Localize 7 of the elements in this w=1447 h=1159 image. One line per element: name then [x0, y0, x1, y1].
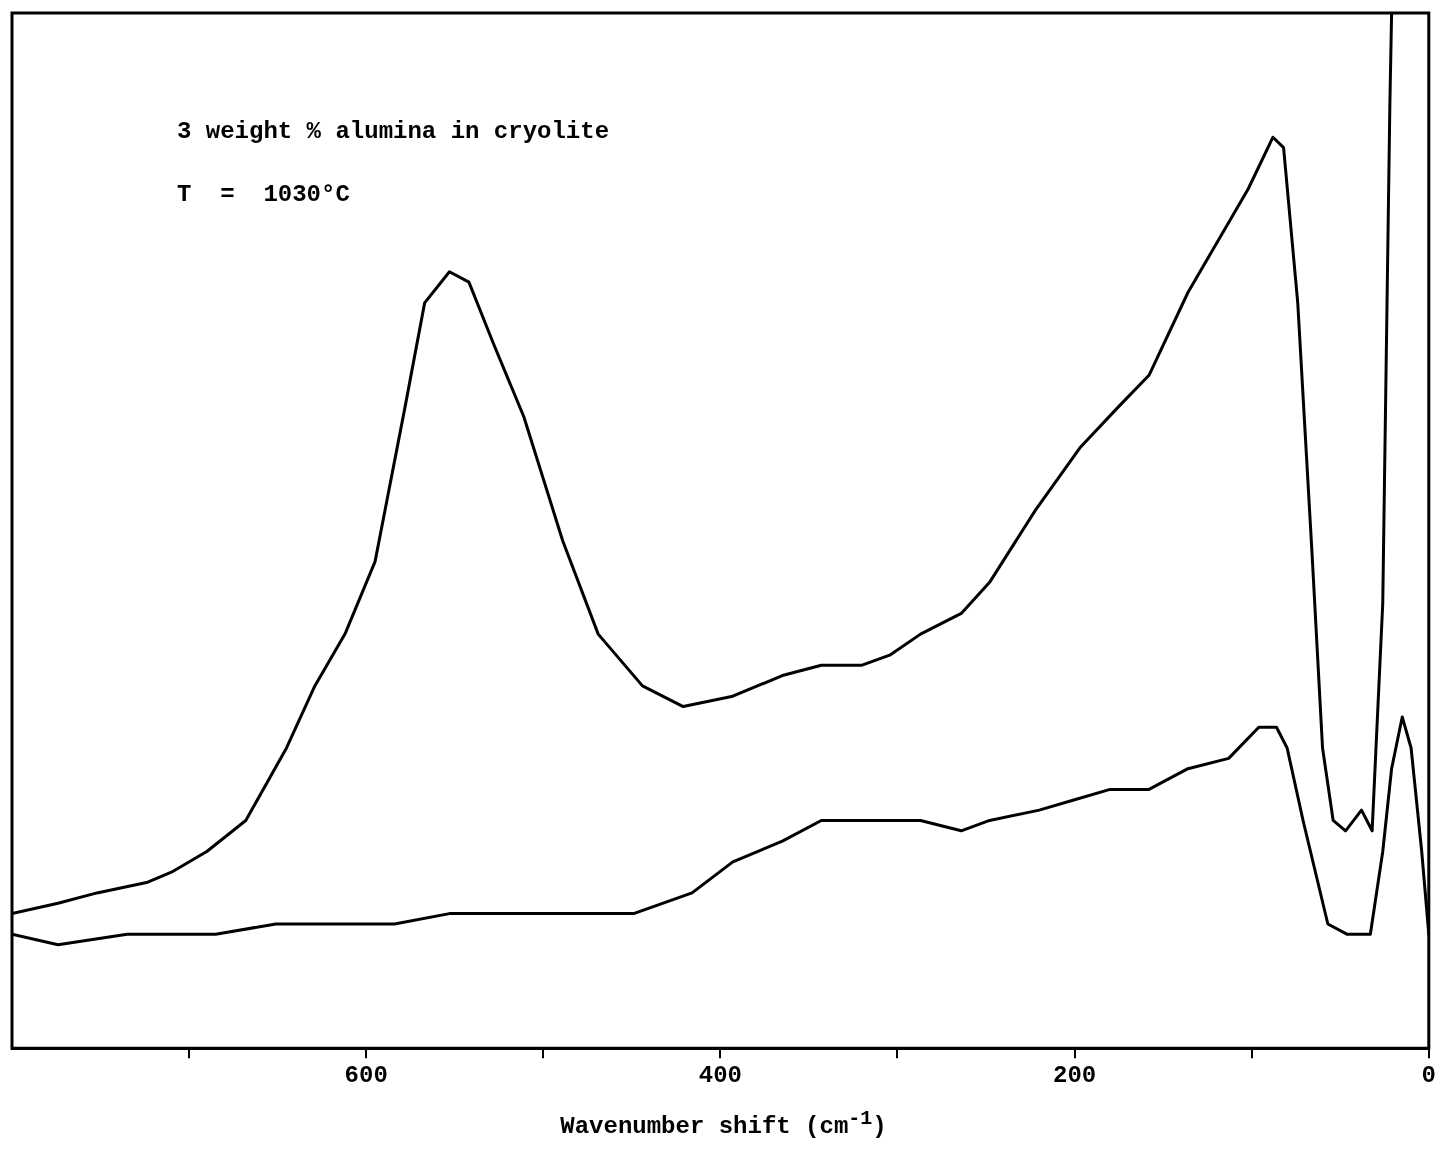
x-tick-label: 600: [344, 1061, 388, 1089]
x-tick-label: 400: [698, 1061, 743, 1089]
annotation: T = 1030°C: [177, 181, 350, 208]
x-tick-label: 200: [1052, 1061, 1097, 1089]
x-axis-title: Wavenumber shift (cm$^{-1}$): [559, 1107, 888, 1140]
x-tick-label: 0: [1421, 1061, 1436, 1089]
annotation: 3 weight % alumina in cryolite: [177, 118, 610, 145]
